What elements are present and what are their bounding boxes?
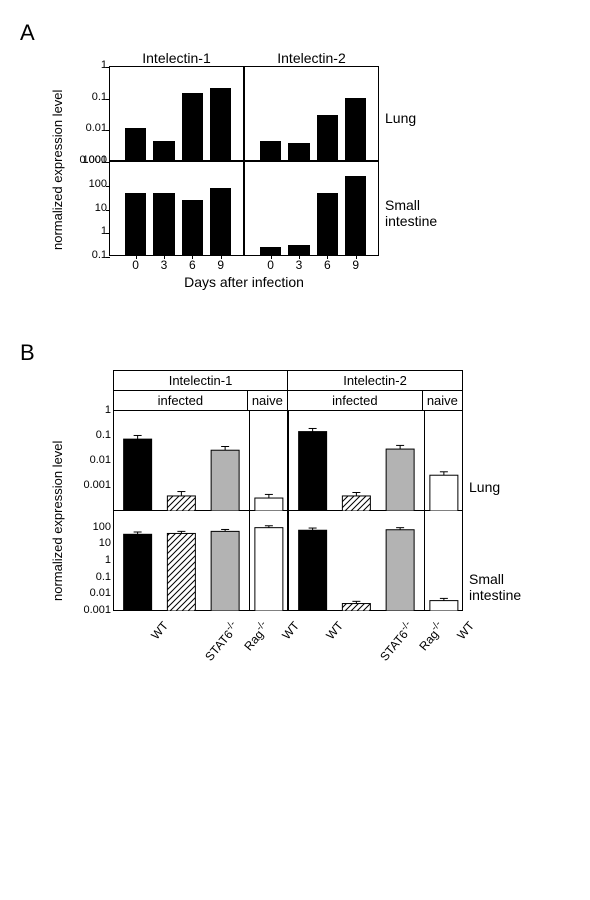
genotype-label: WT	[318, 615, 345, 642]
bar	[210, 188, 232, 255]
bar	[260, 141, 282, 160]
bar	[430, 601, 458, 611]
panel-a-body: normalized expression level Intelectin-1…	[50, 50, 570, 290]
panel-b-chart-1	[288, 411, 463, 511]
panel-b-header-table: Intelectin-1Intelectin-2infectednaiveinf…	[113, 370, 463, 411]
bar	[345, 98, 367, 160]
ytick: 1	[105, 554, 114, 566]
panel-a-chart-1	[244, 66, 379, 161]
panel-b-chart-2: 0.0010.010.1110100	[113, 511, 288, 611]
panel-b-chart-grid: 0.0010.010.110.0010.010.1110100	[113, 411, 463, 611]
panel-a-chart-0: 0.0010.010.11	[109, 66, 244, 161]
bar	[182, 93, 204, 160]
genotype-label: Rag-/-	[410, 615, 447, 653]
header-sub: naive	[248, 391, 288, 411]
panel-b-row-label-1a: Small	[469, 571, 504, 587]
bar	[255, 528, 283, 611]
bar	[345, 176, 367, 255]
ytick: 1	[105, 404, 114, 416]
ytick: 0.01	[86, 122, 110, 134]
header-sub: naive	[423, 391, 463, 411]
ytick: 0.1	[96, 571, 114, 583]
panel-b-chart-0: 0.0010.010.11	[113, 411, 288, 511]
bar	[317, 193, 339, 255]
bar	[124, 439, 152, 511]
bar	[288, 143, 310, 160]
header-top: Intelectin-2	[288, 370, 463, 391]
panel-b-row-label-1b: intestine	[469, 587, 521, 603]
bar	[211, 531, 239, 611]
panel-a-col-title-1: Intelectin-2	[244, 50, 379, 66]
genotype-label: WT	[275, 615, 302, 642]
ytick: 0.001	[83, 604, 114, 616]
panel-a-grid-wrap: Intelectin-1 Intelectin-2 0.0010.010.110…	[109, 50, 379, 290]
panel-a: A normalized expression level Intelectin…	[20, 20, 570, 290]
panel-a-col-title-0: Intelectin-1	[109, 50, 244, 66]
bar	[167, 496, 195, 511]
ytick: 0.001	[83, 479, 114, 491]
ytick: 0.1	[92, 91, 110, 103]
bar	[167, 533, 195, 611]
bar	[125, 128, 147, 160]
header-sub: infected	[113, 391, 248, 411]
bar	[260, 247, 282, 255]
panel-b-label: B	[20, 340, 570, 366]
panel-b-chart-3	[288, 511, 463, 611]
panel-b-row-labels: Lung Small intestine	[463, 442, 521, 642]
bar	[125, 193, 147, 255]
panel-a-label: A	[20, 20, 570, 46]
bar	[342, 496, 370, 511]
ytick: 100	[93, 521, 114, 533]
bar	[386, 449, 414, 511]
bar	[430, 475, 458, 511]
panel-b-grid-wrap: Intelectin-1Intelectin-2infectednaiveinf…	[113, 370, 463, 671]
bar	[153, 193, 175, 255]
header-sub: infected	[288, 391, 423, 411]
genotype-label: WT	[143, 615, 170, 642]
ytick: 0.1	[92, 249, 110, 261]
header-top: Intelectin-1	[113, 370, 288, 391]
panel-a-chart-2: 0.111010010000369	[109, 161, 244, 256]
ytick: 100	[89, 178, 110, 190]
ytick: 0.1	[96, 429, 114, 441]
ytick: 1	[101, 59, 110, 71]
bar	[255, 498, 283, 511]
bar	[210, 88, 232, 160]
bar	[124, 534, 152, 611]
ytick: 0.01	[90, 454, 114, 466]
ytick: 1000	[83, 154, 110, 166]
bar	[288, 245, 310, 255]
ytick: 10	[99, 537, 114, 549]
bar	[299, 432, 327, 511]
panel-b-xticks: WTSTAT6-/-Rag-/-WTWTSTAT6-/-Rag-/-WT	[113, 611, 463, 671]
panel-b-row-label-1: Small intestine	[463, 572, 521, 603]
panel-a-chart-grid: 0.0010.010.110.1110100100003690369	[109, 66, 379, 256]
panel-a-chart-3: 0369	[244, 161, 379, 256]
bar	[317, 115, 339, 160]
bar	[342, 604, 370, 611]
bar	[386, 530, 414, 611]
panel-a-row-label-1a: Small	[385, 197, 420, 213]
bar	[299, 530, 327, 611]
ytick: 1	[101, 225, 110, 237]
panel-a-row-label-0: Lung	[379, 111, 437, 126]
panel-b: B normalized expression level Intelectin…	[20, 340, 570, 671]
bar	[211, 450, 239, 511]
ytick: 0.01	[90, 587, 114, 599]
bar	[153, 141, 175, 160]
panel-b-body: normalized expression level Intelectin-1…	[50, 370, 570, 671]
panel-a-row-label-1: Small intestine	[379, 198, 437, 229]
panel-a-row-label-1b: intestine	[385, 213, 437, 229]
panel-b-ylabel: normalized expression level	[50, 421, 65, 621]
ytick: 10	[95, 202, 110, 214]
panel-a-xlabel: Days after infection	[109, 274, 379, 290]
panel-b-row-label-0: Lung	[463, 480, 521, 495]
panel-a-row-labels: Lung Small intestine	[379, 75, 437, 265]
genotype-label: Rag-/-	[235, 615, 272, 653]
panel-a-ylabel: normalized expression level	[50, 75, 65, 265]
bar	[182, 200, 204, 255]
